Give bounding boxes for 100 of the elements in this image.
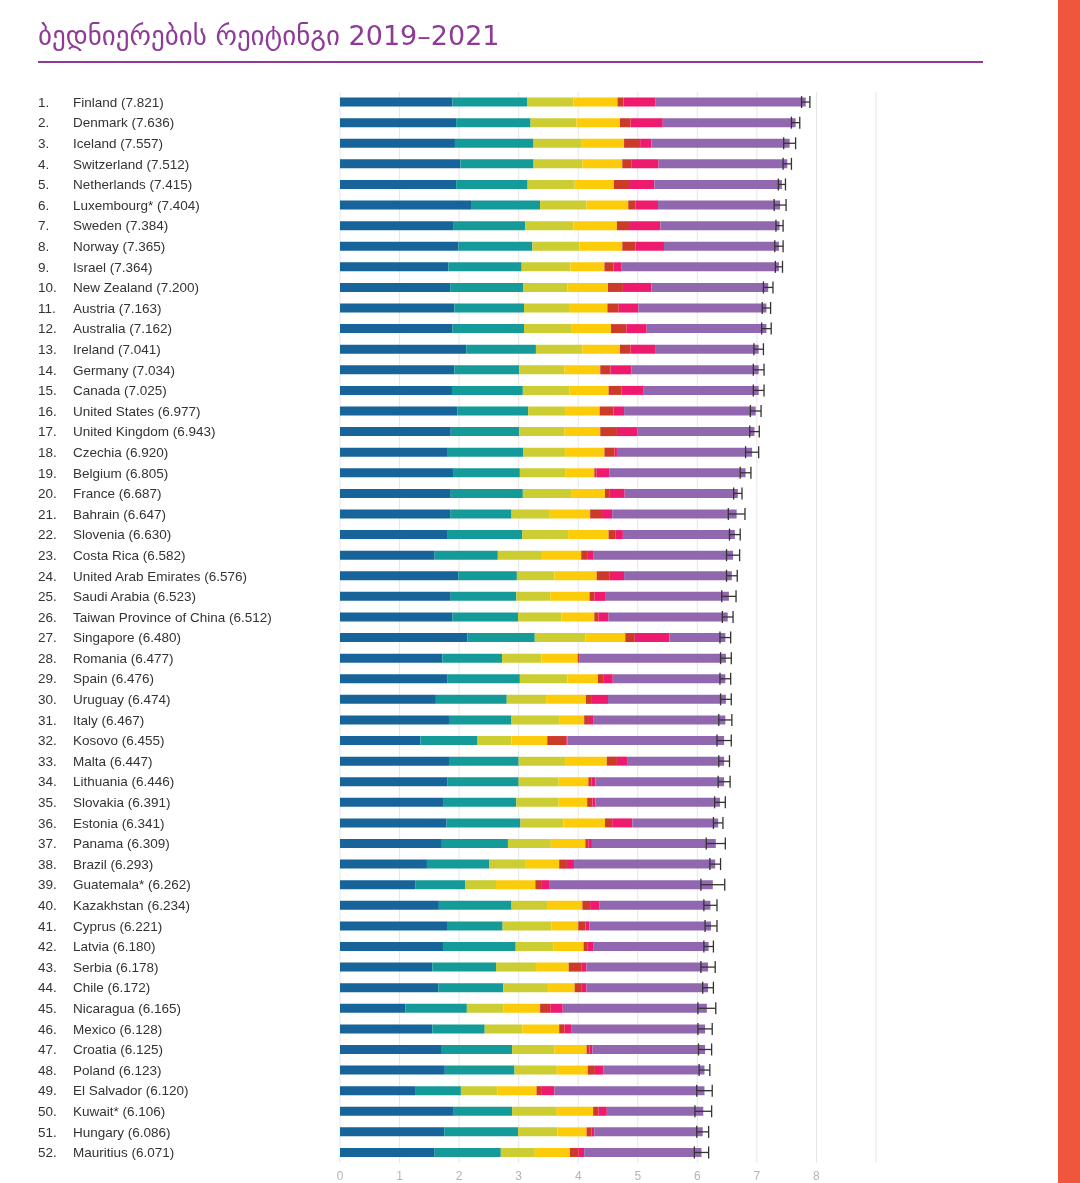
bar: [340, 262, 449, 272]
bar: [593, 550, 734, 560]
bar: [511, 900, 548, 910]
bar: [663, 241, 779, 251]
bar: [518, 612, 562, 622]
bar: [340, 983, 439, 993]
bar: [654, 179, 782, 189]
bar: [502, 921, 552, 931]
bar: [446, 818, 521, 828]
bar: [511, 736, 548, 746]
bar: [550, 591, 590, 601]
bar: [619, 344, 631, 354]
bar: [534, 1147, 570, 1157]
bar: [581, 138, 625, 148]
bar: [541, 1086, 555, 1096]
bar: [582, 344, 620, 354]
bar: [571, 1024, 706, 1034]
category-label: 27. Singapore (6.480): [38, 630, 182, 646]
bar: [501, 653, 542, 663]
bar: [594, 468, 597, 478]
bar: [610, 365, 632, 375]
bar: [592, 1044, 706, 1054]
bar: [608, 612, 728, 622]
bar: [432, 962, 497, 972]
category-label: 5. Netherlands (7.415): [38, 177, 193, 193]
bar: [460, 1086, 498, 1096]
bar: [573, 97, 618, 107]
bar: [520, 818, 564, 828]
bar: [584, 715, 589, 725]
bar: [340, 324, 453, 334]
bar: [579, 241, 623, 251]
bar: [550, 839, 586, 849]
bar: [603, 674, 613, 684]
bar: [624, 138, 641, 148]
x-tick-label: 3: [515, 1168, 523, 1183]
bar: [559, 859, 567, 869]
category-label: 44. Chile (6.172): [38, 980, 151, 996]
category-label: 13. Ireland (7.041): [38, 341, 161, 357]
bar: [635, 241, 664, 251]
bar: [340, 1044, 442, 1054]
bar: [541, 653, 578, 663]
bar: [564, 427, 601, 437]
bar: [533, 138, 582, 148]
bar: [600, 365, 611, 375]
bar: [340, 591, 451, 601]
bar: [585, 921, 590, 931]
bar: [530, 118, 577, 128]
bar: [595, 797, 720, 807]
bar: [571, 324, 611, 334]
bar: [519, 427, 565, 437]
category-label: 34. Lithuania (6.446): [38, 774, 175, 790]
bar: [608, 282, 623, 292]
bar: [651, 138, 790, 148]
bar: [340, 1086, 416, 1096]
category-label: 17. United Kingdom (6.943): [38, 424, 216, 440]
category-label: 14. Germany (7.034): [38, 362, 176, 378]
bar: [618, 303, 639, 313]
bar: [447, 921, 503, 931]
category-label: 2. Denmark (7.636): [38, 115, 175, 131]
category-label: 45. Nicaragua (6.165): [38, 1001, 182, 1017]
bar: [340, 509, 451, 519]
bar: [503, 1003, 541, 1013]
category-label: 32. Kosovo (6.455): [38, 733, 165, 749]
bar: [497, 550, 542, 560]
bar: [541, 880, 550, 890]
bar: [532, 241, 580, 251]
bar: [512, 1106, 557, 1116]
x-tick-label: 2: [455, 1168, 463, 1183]
x-tick-label: 7: [753, 1168, 761, 1183]
bar: [586, 962, 709, 972]
bar: [452, 97, 527, 107]
bar: [519, 674, 568, 684]
bar: [340, 200, 472, 210]
bar: [658, 159, 788, 169]
bar: [612, 674, 726, 684]
bar: [420, 736, 478, 746]
bar: [559, 715, 585, 725]
bar: [442, 653, 502, 663]
bar: [484, 1024, 523, 1034]
x-tick-label: 8: [813, 1168, 821, 1183]
bar: [522, 488, 572, 498]
category-label: 50. Kuwait* (6.106): [38, 1104, 166, 1120]
bar: [630, 179, 655, 189]
bar: [535, 344, 583, 354]
bar: [600, 427, 617, 437]
bar: [582, 900, 591, 910]
bar: [631, 365, 759, 375]
bar: [569, 1147, 579, 1157]
bar: [450, 509, 512, 519]
category-label: 40. Kazakhstan (6.234): [38, 898, 191, 914]
bar: [567, 282, 608, 292]
category-label: 30. Uruguay (6.474): [38, 692, 171, 708]
bar: [507, 839, 551, 849]
bar: [571, 488, 606, 498]
bar: [558, 777, 589, 787]
bar: [553, 942, 584, 951]
bar: [655, 344, 759, 354]
bar: [562, 1003, 707, 1013]
bar: [613, 262, 622, 272]
bar: [621, 385, 644, 395]
